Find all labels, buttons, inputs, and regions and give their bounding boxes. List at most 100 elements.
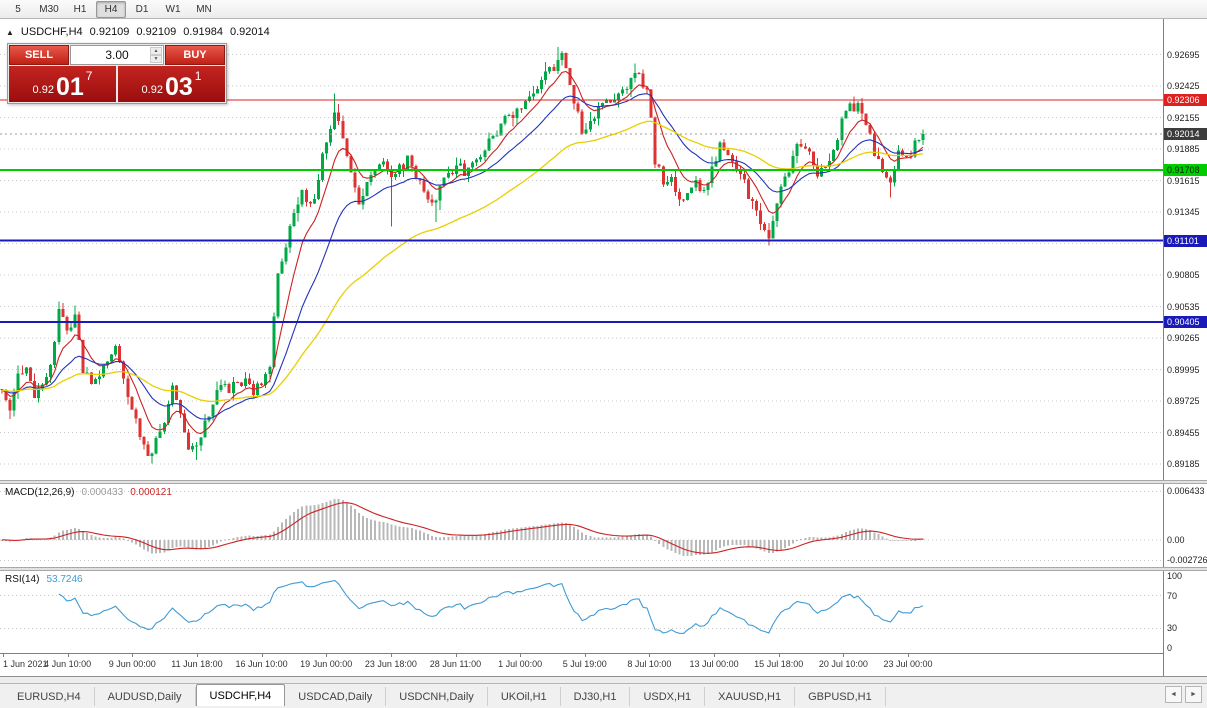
rsi-axis-label: 70 xyxy=(1167,590,1178,601)
sell-price-point: 7 xyxy=(85,69,93,83)
time-axis-tick xyxy=(908,654,909,657)
status-strip xyxy=(0,676,1207,683)
chart-tab-usdcnh-daily[interactable]: USDCNH,Daily xyxy=(386,687,488,706)
high-value: 0.92109 xyxy=(136,26,177,38)
price-axis-label: 0.89725 xyxy=(1167,396,1200,407)
time-axis-tick xyxy=(714,654,716,657)
macd-axis-label: 0.006433 xyxy=(1167,486,1205,497)
rsi-value: 53.7246 xyxy=(46,574,83,585)
time-axis-tick xyxy=(843,654,845,657)
volume-field[interactable]: 3.00 ▲ ▼ xyxy=(70,45,164,65)
timeframe-mn[interactable]: MN xyxy=(196,3,212,15)
rsi-axis-label: 0 xyxy=(1167,643,1173,653)
sell-price-pips: 01 xyxy=(55,73,84,101)
chart-tab-gbpusd-h1[interactable]: GBPUSD,H1 xyxy=(795,687,886,706)
sell-price-prefix: 0.92 xyxy=(32,84,54,96)
chart-tab-xauusd-h1[interactable]: XAUUSD,H1 xyxy=(705,687,796,706)
price-line-badge: 0.91101 xyxy=(1164,234,1207,247)
price-axis-label: 0.90535 xyxy=(1167,301,1200,312)
chart-tab-usdx-h1[interactable]: USDX,H1 xyxy=(630,687,706,706)
buy-button[interactable]: BUY xyxy=(165,45,225,65)
price-axis-label: 0.92425 xyxy=(1167,81,1200,92)
timeframe-h1[interactable]: H1 xyxy=(73,3,87,15)
time-axis-tick xyxy=(261,654,263,657)
macd-indicator-pane[interactable]: MACD(12,26,9) 0.000433 0.000121 xyxy=(0,484,1163,567)
low-value: 0.91984 xyxy=(183,26,223,38)
one-click-trading-panel: SELL 3.00 ▲ ▼ BUY 0.92 01 7 0.92 xyxy=(7,43,227,104)
time-axis-tick xyxy=(649,654,651,657)
timeframe-toolbar: 5 M30 H1 H4 D1 W1 MN xyxy=(0,0,1207,19)
volume-up-button[interactable]: ▲ xyxy=(150,47,162,55)
buy-price-prefix: 0.92 xyxy=(141,84,163,96)
pane-splitter[interactable] xyxy=(0,567,1207,571)
price-axis-label: 0.92695 xyxy=(1167,49,1200,60)
time-axis-tick xyxy=(778,654,780,657)
rsi-chart[interactable] xyxy=(0,571,1163,653)
chart-tabs: EURUSD,H4 AUDUSD,Daily USDCHF,H4 USDCAD,Dai… xyxy=(0,684,886,706)
rsi-axis-label: 100 xyxy=(1167,571,1183,581)
pane-splitter[interactable] xyxy=(0,480,1207,484)
price-scale[interactable]: 0.92695 0.92425 0.92155 0.91885 0.91615 0.913… xyxy=(1163,19,1207,676)
time-axis-label: 23 Jun 18:00 xyxy=(364,659,417,669)
buy-price-point: 1 xyxy=(194,69,202,83)
tab-scroll-buttons: ◄ ► xyxy=(1165,686,1207,706)
one-click-panel-toggle-icon[interactable]: ▲ xyxy=(6,27,14,37)
timeframe-5[interactable]: 5 xyxy=(15,3,21,15)
macd-title: MACD(12,26,9) xyxy=(5,487,75,498)
time-axis-label: 20 Jul 10:00 xyxy=(818,659,868,669)
price-axis-label: 0.90265 xyxy=(1167,333,1200,344)
macd-axis-label: 0.00 xyxy=(1167,534,1185,545)
rsi-axis-label: 30 xyxy=(1167,623,1178,634)
macd-signal-value: 0.000121 xyxy=(130,487,172,498)
timeframe-m30[interactable]: M30 xyxy=(39,3,59,15)
timeframe-h4[interactable]: H4 xyxy=(96,0,126,18)
tabs-scroll-right-button[interactable]: ► xyxy=(1185,686,1202,703)
macd-chart[interactable] xyxy=(0,484,1163,567)
rsi-indicator-pane[interactable]: RSI(14) 53.7246 xyxy=(0,571,1163,653)
time-axis-label: 11 Jun 18:00 xyxy=(171,659,223,669)
time-axis-tick xyxy=(3,654,4,657)
volume-down-button[interactable]: ▼ xyxy=(150,55,162,63)
buy-price-button[interactable]: 0.92 03 1 xyxy=(118,66,225,102)
time-axis-tick xyxy=(67,654,69,657)
time-axis-label: 9 Jun 00:00 xyxy=(108,659,156,669)
time-axis-tick xyxy=(326,654,328,657)
time-axis-label: 1 Jun 2021 xyxy=(3,659,48,669)
price-axis-label: 0.89455 xyxy=(1167,427,1200,438)
chart-tab-usdcad-daily[interactable]: USDCAD,Daily xyxy=(285,687,387,706)
candlestick-chart[interactable] xyxy=(0,19,1163,480)
chart-tab-usdchf-h4[interactable]: USDCHF,H4 xyxy=(195,684,286,706)
chart-tabs-bar: EURUSD,H4 AUDUSD,Daily USDCHF,H4 USDCAD,Dai… xyxy=(0,683,1207,706)
time-axis-tick xyxy=(584,654,586,657)
time-axis-label: 23 Jul 00:00 xyxy=(883,659,933,669)
price-axis-label: 0.89995 xyxy=(1167,364,1200,375)
time-axis-label: 5 Jul 19:00 xyxy=(562,659,607,669)
chart-tab-dj30-h1[interactable]: DJ30,H1 xyxy=(561,687,631,706)
price-axis-label: 0.90805 xyxy=(1167,270,1200,281)
time-axis[interactable]: 1 Jun 2021 4 Jun 10:00 9 Jun 00:00 11 Jun 1… xyxy=(0,653,1163,676)
timeframe-w1[interactable]: W1 xyxy=(165,3,181,15)
chart-tab-eurusd-h4[interactable]: EURUSD,H4 xyxy=(4,687,95,706)
time-axis-label: 1 Jul 00:00 xyxy=(498,659,543,669)
price-axis-label: 0.89185 xyxy=(1167,459,1200,470)
macd-label: MACD(12,26,9) 0.000433 0.000121 xyxy=(5,487,172,498)
chart-tab-audusd-daily[interactable]: AUDUSD,Daily xyxy=(95,687,196,706)
open-value: 0.92109 xyxy=(89,26,130,38)
timeframe-d1[interactable]: D1 xyxy=(135,3,149,15)
close-value: 0.92014 xyxy=(229,26,270,38)
sell-button[interactable]: SELL xyxy=(9,45,69,65)
price-chart-pane[interactable]: ▲ USDCHF,H4 0.92109 0.92109 0.91984 0.92… xyxy=(0,19,1163,480)
time-axis-tick xyxy=(196,654,198,657)
time-axis-label: 28 Jun 11:00 xyxy=(429,659,482,669)
price-line-badge: 0.90405 xyxy=(1164,315,1207,328)
time-axis-label: 13 Jul 00:00 xyxy=(689,659,739,669)
price-axis-label: 0.91885 xyxy=(1167,144,1200,155)
price-line-badge: 0.91708 xyxy=(1164,163,1207,176)
chart-tab-ukoil-h1[interactable]: UKOil,H1 xyxy=(488,687,561,706)
time-axis-tick xyxy=(455,654,457,657)
current-price-badge: 0.92014 xyxy=(1164,128,1207,141)
sell-price-button[interactable]: 0.92 01 7 xyxy=(9,66,116,102)
time-axis-label: 4 Jun 10:00 xyxy=(44,659,92,669)
tabs-scroll-left-button[interactable]: ◄ xyxy=(1165,686,1182,703)
